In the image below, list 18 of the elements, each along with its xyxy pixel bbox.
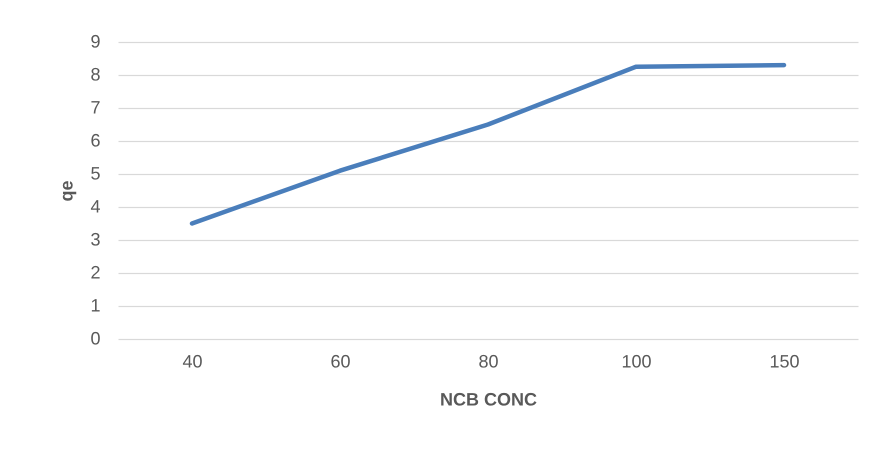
y-axis-title: qe (56, 180, 76, 202)
x-axis-title: NCB CONC (440, 390, 537, 410)
y-tick-label: 3 (90, 230, 100, 250)
y-tick-label: 8 (90, 64, 100, 84)
x-tick-label: 100 (621, 352, 652, 372)
y-tick-label: 9 (90, 32, 100, 52)
x-tick-label: 150 (769, 352, 800, 372)
y-tick-label: 2 (90, 262, 100, 282)
x-tick-label: 80 (478, 352, 499, 372)
y-tick-label: 4 (90, 196, 100, 216)
x-tick-label: 40 (182, 352, 203, 372)
y-tick-label: 1 (90, 296, 100, 316)
x-tick-label: 60 (330, 352, 351, 372)
y-tick-label: 7 (90, 98, 100, 118)
y-tick-label: 6 (90, 130, 100, 150)
y-tick-label: 0 (90, 328, 100, 348)
line-series (190, 62, 786, 226)
y-tick-label: 5 (90, 164, 100, 184)
